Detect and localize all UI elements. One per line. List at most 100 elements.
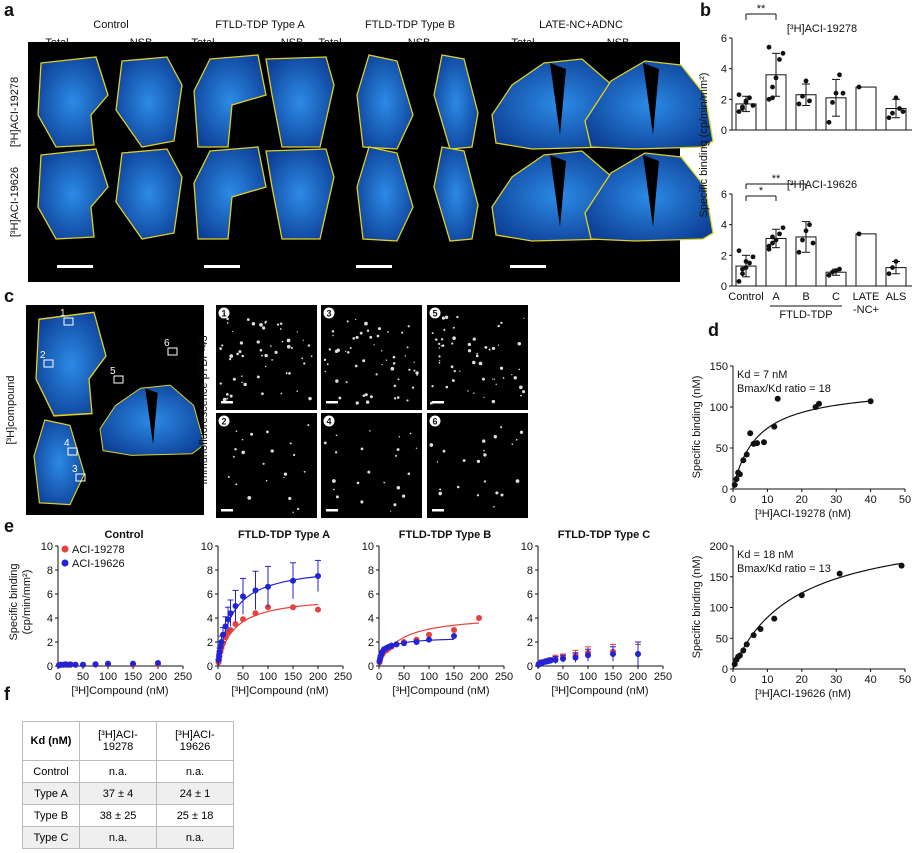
- inclusion-dot: [286, 344, 291, 349]
- data-point: [743, 641, 750, 648]
- x-axis-label: [³H]Compound (nM): [231, 685, 328, 697]
- inclusion-dot: [234, 448, 237, 451]
- if-tile: 2: [216, 413, 317, 518]
- table-cell: Control: [22, 760, 80, 783]
- roi-label: 3: [72, 464, 78, 475]
- x-tick-label: 10: [761, 674, 773, 686]
- data-point: [736, 652, 743, 659]
- data-point: [836, 570, 843, 577]
- inclusion-dot: [500, 321, 503, 324]
- if-tile: 3: [321, 305, 422, 410]
- inclusion-dot: [266, 430, 269, 434]
- tile-number: 1: [221, 309, 226, 319]
- inclusion-dot: [301, 357, 304, 360]
- inclusion-dot: [356, 481, 360, 485]
- tissue-section: [35, 311, 107, 417]
- data-point: [451, 633, 457, 639]
- category-label: ALS: [886, 291, 907, 303]
- inclusion-dot: [241, 450, 246, 455]
- inclusion-dot: [439, 488, 442, 491]
- legend-label: ACI-19278: [72, 544, 125, 556]
- data-point: [743, 98, 749, 104]
- a-row-aci19626: [³H]ACI-19626: [9, 167, 21, 237]
- a-group-late: LATE-NC+ADNC: [539, 19, 623, 31]
- inclusion-dot: [238, 350, 242, 354]
- if-tile-background: [216, 413, 317, 518]
- data-point: [886, 271, 892, 277]
- inclusion-dot: [406, 399, 409, 402]
- inclusion-dot: [497, 324, 500, 328]
- inclusion-dot: [219, 347, 223, 351]
- category-label: A: [772, 291, 780, 303]
- inclusion-dot: [393, 384, 397, 388]
- roi-box: [167, 347, 178, 356]
- inclusion-dot: [377, 327, 381, 331]
- inclusion-dot: [221, 344, 224, 347]
- inclusion-dot: [476, 494, 480, 497]
- scale-bar: [326, 401, 338, 404]
- y-tick-label: 0: [721, 125, 727, 137]
- inclusion-dot: [438, 355, 441, 358]
- data-point: [766, 44, 772, 50]
- sig-label: **: [757, 3, 766, 15]
- data-point: [315, 606, 321, 613]
- y-tick-label: 4: [47, 613, 53, 625]
- y-tick-label: 2: [207, 637, 213, 649]
- inclusion-dot: [290, 346, 293, 350]
- x-tick-label: 0: [215, 671, 221, 683]
- tile-number: 2: [221, 417, 226, 427]
- table-cell: 24 ± 1: [156, 782, 234, 805]
- x-tick-label: 150: [284, 671, 302, 683]
- inclusion-dot: [264, 365, 267, 368]
- inclusion-dot: [499, 366, 504, 370]
- if-tile-background: [427, 413, 528, 518]
- tissue-section: [433, 54, 479, 150]
- inclusion-dot: [336, 348, 340, 353]
- inclusion-dot: [497, 344, 500, 346]
- tissue-section: [356, 146, 414, 242]
- x-tick-label: 100: [99, 671, 117, 683]
- inclusion-dot: [360, 447, 364, 451]
- inclusion-dot: [376, 334, 380, 338]
- inclusion-dot: [345, 350, 347, 352]
- data-point: [750, 254, 756, 260]
- data-point: [770, 240, 775, 246]
- panel-letter-d: d: [708, 320, 719, 340]
- if-tile-background: [216, 305, 317, 410]
- inclusion-dot: [493, 435, 498, 439]
- data-point: [92, 661, 99, 668]
- inclusion-dot: [413, 369, 416, 372]
- table-cell: n.a.: [79, 760, 157, 783]
- data-point: [232, 603, 239, 609]
- inclusion-dot: [404, 355, 407, 357]
- data-point: [771, 423, 778, 430]
- data-point: [218, 639, 225, 645]
- inclusion-dot: [406, 346, 409, 349]
- inclusion-dot: [236, 352, 239, 356]
- data-point: [897, 106, 902, 111]
- inclusion-dot: [274, 350, 278, 354]
- inclusion-dot: [500, 426, 503, 429]
- inclusion-dot: [226, 317, 229, 321]
- a-group-type-a: FTLD-TDP Type A: [215, 19, 305, 31]
- scale-bar: [204, 265, 240, 268]
- inclusion-dot: [416, 374, 418, 376]
- category-label: B: [802, 291, 809, 303]
- data-point: [810, 240, 816, 246]
- inclusion-dot: [292, 511, 294, 513]
- inclusion-dot: [345, 381, 348, 384]
- inclusion-dot: [396, 486, 401, 490]
- table-cell: 37 ± 4: [79, 782, 157, 805]
- y-tick-label: 2: [721, 250, 727, 262]
- inclusion-dot: [493, 378, 496, 380]
- data-point: [240, 593, 246, 600]
- if-tile: 5: [427, 305, 528, 410]
- scale-bar: [221, 401, 233, 404]
- inclusion-dot: [431, 385, 434, 388]
- x-axis-label: [³H]ACI-19278 (nM): [755, 508, 851, 520]
- inclusion-dot: [226, 397, 229, 400]
- y-tick-label: 0: [47, 661, 53, 673]
- inclusion-dot: [349, 347, 352, 350]
- sig-label: *: [759, 185, 764, 197]
